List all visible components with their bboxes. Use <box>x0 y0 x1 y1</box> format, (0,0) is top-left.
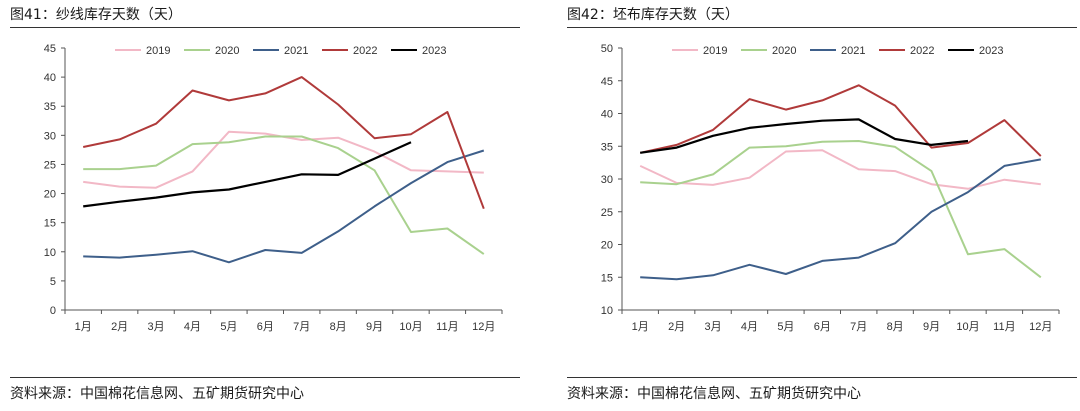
x-tick-label: 1月 <box>632 321 649 333</box>
source-note: 资料来源：中国棉花信息网、五矿期货研究中心 <box>567 386 861 402</box>
source-rule <box>567 377 1077 378</box>
series-line-2020 <box>640 140 1042 279</box>
y-tick-label: 30 <box>601 174 613 186</box>
x-tick-label: 2月 <box>668 321 685 333</box>
x-tick-label: 10月 <box>956 321 979 333</box>
yarn-inventory-chart: 0 5 10 15 20 25 30 35 40 45 1月 2月 3月 4月 5月 6月 7月 8月 9月 10月 1… <box>44 43 503 333</box>
y-tick-label: 45 <box>601 76 613 88</box>
legend-label-2019: 2019 <box>146 45 170 57</box>
x-tick-label: 7月 <box>850 321 867 333</box>
series-line-2022 <box>639 84 1042 157</box>
y-tick-label: 35 <box>601 141 613 153</box>
x-tick-label: 1月 <box>75 321 92 333</box>
series-line-2021 <box>83 149 485 264</box>
x-tick-label: 4月 <box>184 321 201 333</box>
legend-label-2020: 2020 <box>772 45 796 57</box>
y-tick-label: 40 <box>44 72 56 84</box>
x-tick-label: 3月 <box>704 321 721 333</box>
y-tick-label: 20 <box>44 189 56 201</box>
title-rule <box>567 27 1077 28</box>
legend-label-2020: 2020 <box>215 45 239 57</box>
series-line-2020 <box>83 135 485 255</box>
x-tick-label: 10月 <box>399 321 422 333</box>
greige-inventory-chart: 10 15 20 25 30 35 40 45 50 1月 2月 3月 4月 5月 6月 7月 8月 9月 10月 1… <box>601 43 1060 333</box>
series-line-2022 <box>82 76 485 210</box>
x-tick-label: 11月 <box>993 321 1015 333</box>
y-tick-label: 35 <box>44 101 56 113</box>
y-tick-label: 10 <box>601 305 613 317</box>
x-tick-label: 5月 <box>777 321 794 333</box>
source-note: 资料来源：中国棉花信息网、五矿期货研究中心 <box>10 386 304 402</box>
y-tick-label: 30 <box>44 130 56 142</box>
series-line-2019 <box>83 130 484 189</box>
legend-label-2021: 2021 <box>841 45 865 57</box>
title-rule <box>10 27 520 28</box>
x-tick-label: 12月 <box>1029 321 1052 333</box>
series-line-2021 <box>640 158 1041 281</box>
legend-label-2021: 2021 <box>284 45 308 57</box>
chart-title: 图41：纱线库存天数（天） <box>10 7 182 23</box>
chart-panel-yarn: 图41：纱线库存天数（天） 0 5 10 15 20 25 30 35 40 45 1月 2月 3月 4月… <box>10 0 520 411</box>
y-tick-label: 45 <box>44 43 56 55</box>
x-tick-label: 6月 <box>814 321 831 333</box>
y-tick-label: 50 <box>601 43 613 55</box>
series-line-2023 <box>640 118 969 154</box>
x-tick-label: 7月 <box>293 321 310 333</box>
y-tick-label: 15 <box>44 218 56 230</box>
y-tick-label: 15 <box>601 272 613 284</box>
y-tick-label: 25 <box>601 207 613 219</box>
y-tick-label: 5 <box>50 276 56 288</box>
y-tick-label: 40 <box>601 109 613 121</box>
x-tick-label: 4月 <box>741 321 758 333</box>
x-tick-label: 3月 <box>147 321 164 333</box>
legend-label-2023: 2023 <box>422 45 446 57</box>
y-tick-label: 20 <box>601 240 613 252</box>
x-tick-label: 5月 <box>220 321 237 333</box>
x-tick-label: 9月 <box>923 321 940 333</box>
x-tick-label: 11月 <box>436 321 458 333</box>
y-tick-label: 10 <box>44 247 56 259</box>
chart-panel-greige: 图42：坯布库存天数（天） 10 15 20 25 30 35 40 45 50 1月 2月 3月 4月… <box>567 0 1077 411</box>
x-tick-label: 8月 <box>330 321 347 333</box>
y-tick-label: 0 <box>50 305 56 317</box>
x-tick-label: 6月 <box>257 321 274 333</box>
x-tick-label: 12月 <box>472 321 495 333</box>
legend-label-2022: 2022 <box>353 45 377 57</box>
legend-label-2019: 2019 <box>703 45 727 57</box>
source-rule <box>10 377 520 378</box>
chart-title: 图42：坯布库存天数（天） <box>567 7 739 23</box>
x-tick-label: 2月 <box>111 321 128 333</box>
x-tick-label: 8月 <box>887 321 904 333</box>
legend-label-2023: 2023 <box>979 45 1003 57</box>
x-tick-label: 9月 <box>366 321 383 333</box>
series-line-2023 <box>83 141 412 208</box>
y-tick-label: 25 <box>44 159 56 171</box>
legend-label-2022: 2022 <box>910 45 934 57</box>
